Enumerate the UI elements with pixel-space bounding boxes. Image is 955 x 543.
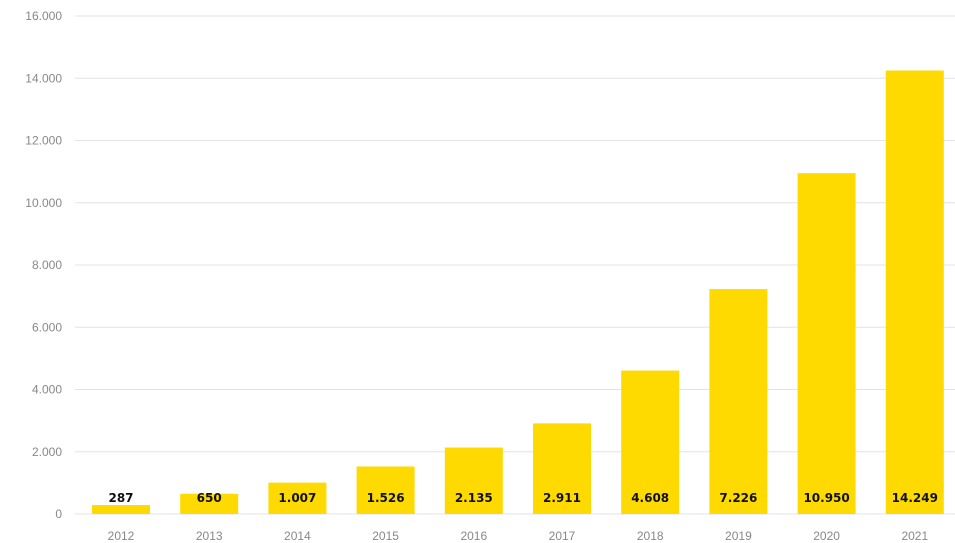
bar-2019 bbox=[709, 289, 768, 514]
bar-2018 bbox=[621, 370, 680, 514]
x-tick-label: 2013 bbox=[196, 529, 223, 543]
bars bbox=[92, 70, 944, 514]
bar-value-label: 1.007 bbox=[278, 491, 316, 505]
bar-value-label: 650 bbox=[197, 491, 222, 505]
bar-value-label: 14.249 bbox=[892, 491, 938, 505]
bar-value-label: 2.135 bbox=[455, 491, 493, 505]
x-tick-label: 2018 bbox=[637, 529, 664, 543]
bar-value-label: 7.226 bbox=[719, 491, 757, 505]
y-tick-label: 16.000 bbox=[25, 9, 62, 23]
gridlines bbox=[75, 15, 955, 515]
bar-value-label: 4.608 bbox=[631, 491, 669, 505]
bar-value-label: 287 bbox=[108, 491, 133, 505]
x-tick-label: 2019 bbox=[725, 529, 752, 543]
bar-value-label: 2.911 bbox=[543, 491, 581, 505]
x-tick-label: 2014 bbox=[284, 529, 311, 543]
bar-2021 bbox=[885, 70, 944, 514]
bar-value-label: 1.526 bbox=[367, 491, 405, 505]
x-tick-label: 2017 bbox=[549, 529, 576, 543]
bar-2015 bbox=[356, 466, 415, 514]
bar-2017 bbox=[533, 423, 591, 514]
y-tick-label: 2.000 bbox=[32, 445, 62, 459]
bar-2014 bbox=[268, 482, 327, 514]
x-tick-label: 2012 bbox=[108, 529, 135, 543]
x-tick-label: 2020 bbox=[813, 529, 840, 543]
bar-value-labels: 287 650 1.007 1.526 2.135 2.911 4.608 7.226 10.9… bbox=[108, 491, 937, 505]
bar-2020 bbox=[797, 173, 856, 514]
y-tick-label: 8.000 bbox=[32, 258, 62, 272]
x-tick-label: 2016 bbox=[460, 529, 487, 543]
x-tick-label: 2015 bbox=[372, 529, 399, 543]
y-tick-label: 0 bbox=[55, 507, 62, 521]
y-axis: 0 2.000 4.000 6.000 8.000 10.000 12.000 14.000 1… bbox=[25, 9, 62, 521]
y-tick-label: 6.000 bbox=[32, 320, 62, 334]
bar-2013 bbox=[180, 493, 239, 514]
x-axis: 2012 2013 2014 2015 2016 2017 2018 2019 2020 2021 bbox=[108, 529, 929, 543]
y-tick-label: 12.000 bbox=[25, 134, 62, 148]
bar-2012 bbox=[92, 505, 150, 514]
y-tick-label: 10.000 bbox=[25, 196, 62, 210]
bar-value-label: 10.950 bbox=[803, 491, 849, 505]
y-tick-label: 14.000 bbox=[25, 71, 62, 85]
bar-2016 bbox=[444, 447, 503, 514]
y-tick-label: 4.000 bbox=[32, 383, 62, 397]
x-tick-label: 2021 bbox=[901, 529, 928, 543]
